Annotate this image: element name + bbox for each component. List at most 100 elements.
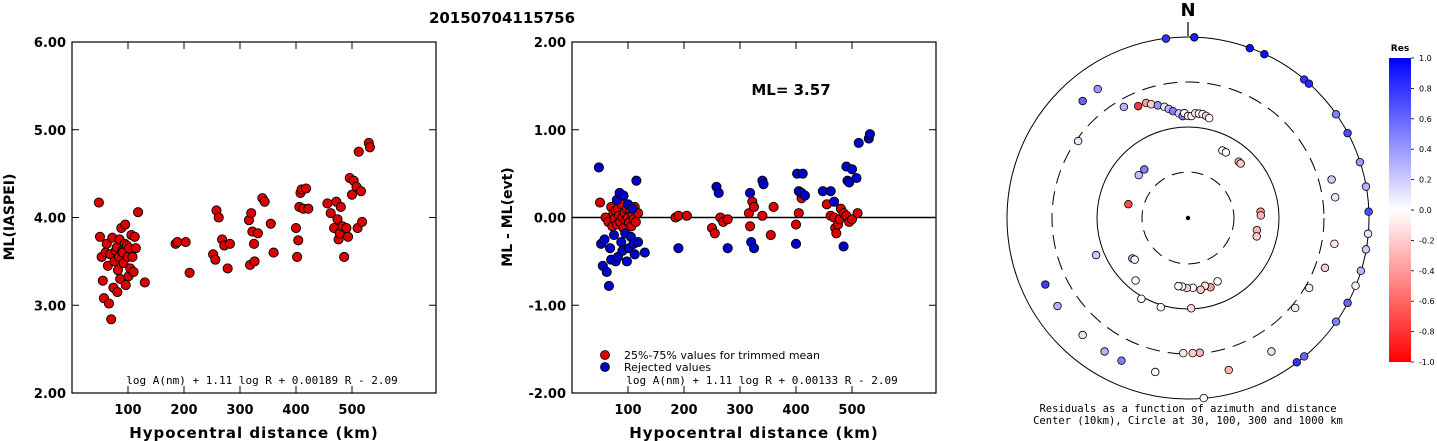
station-residual-point bbox=[1260, 50, 1269, 59]
station-residual-point bbox=[1091, 250, 1101, 260]
data-point bbox=[357, 216, 368, 227]
station-residual-point bbox=[1356, 266, 1366, 276]
data-point bbox=[748, 201, 760, 213]
station-residual-point bbox=[1245, 43, 1255, 53]
rejected-data-point bbox=[853, 137, 864, 148]
station-residual-point bbox=[1134, 170, 1143, 180]
rejected-data-point bbox=[608, 229, 620, 241]
rejected-data-point bbox=[629, 249, 640, 260]
rejected-data-point bbox=[603, 280, 615, 291]
data-point bbox=[293, 235, 304, 246]
rejected-data-point bbox=[829, 196, 840, 207]
station-residual-point bbox=[1363, 229, 1373, 238]
data-point bbox=[180, 237, 191, 248]
data-point bbox=[673, 210, 684, 221]
data-point bbox=[353, 146, 364, 157]
data-point bbox=[709, 228, 720, 239]
data-point bbox=[252, 228, 263, 239]
data-point bbox=[184, 267, 195, 278]
data-point bbox=[346, 189, 358, 200]
station-residual-point bbox=[1361, 245, 1371, 254]
station-residual-point bbox=[1130, 255, 1139, 264]
legend-label-accepted: 25%-75% values for trimmed mean bbox=[624, 349, 820, 362]
data-point bbox=[139, 277, 150, 288]
data-point bbox=[355, 186, 367, 197]
rejected-data-point bbox=[599, 234, 610, 245]
station-residual-point bbox=[1078, 96, 1087, 106]
station-residual-point bbox=[1119, 102, 1129, 112]
rejected-data-point bbox=[713, 187, 724, 198]
station-residual-point bbox=[1331, 193, 1340, 202]
station-residual-point bbox=[1190, 33, 1199, 42]
station-residual-point bbox=[1137, 294, 1146, 303]
station-residual-point bbox=[1134, 101, 1143, 111]
y-axis-label: ML(IASPEI) bbox=[2, 174, 18, 261]
station-residual-point bbox=[1117, 356, 1126, 365]
station-residual-point bbox=[1331, 317, 1341, 326]
station-residual-point bbox=[1304, 79, 1314, 88]
data-point bbox=[120, 280, 131, 291]
station-residual-point bbox=[1196, 285, 1205, 294]
data-point bbox=[325, 208, 336, 219]
station-residual-point bbox=[1327, 175, 1336, 184]
y-tick-label: 6.00 bbox=[34, 36, 66, 51]
center-dot bbox=[1185, 215, 1191, 221]
data-point bbox=[224, 238, 235, 249]
data-point bbox=[127, 251, 138, 263]
y-tick-label: -1.00 bbox=[529, 299, 566, 314]
formula: log A(nm) + 1.11 log R + 0.00189 R - 2.0… bbox=[126, 374, 398, 387]
data-point bbox=[101, 238, 112, 249]
figure-title: 20150704115756 bbox=[429, 9, 575, 27]
station-residual-point bbox=[1199, 393, 1208, 403]
data-point bbox=[757, 210, 768, 221]
data-point bbox=[93, 197, 104, 208]
rejected-data-point bbox=[722, 243, 733, 254]
y-tick-label: -2.00 bbox=[529, 387, 566, 402]
station-residual-point bbox=[1156, 303, 1165, 312]
rejected-data-point bbox=[748, 243, 760, 254]
x-tick-label: 200 bbox=[670, 403, 697, 418]
data-point bbox=[222, 263, 233, 274]
rejected-data-point bbox=[825, 186, 836, 197]
ml-annotation: ML= 3.57 bbox=[751, 81, 830, 99]
ring-300km bbox=[1051, 81, 1325, 355]
data-point bbox=[112, 287, 123, 298]
data-point bbox=[259, 196, 270, 207]
plot-frame bbox=[71, 41, 437, 394]
rejected-data-point bbox=[639, 247, 650, 258]
x-tick-label: 100 bbox=[114, 403, 141, 418]
station-residual-point bbox=[1320, 263, 1330, 273]
data-point bbox=[793, 208, 804, 219]
data-point bbox=[765, 229, 776, 241]
station-residual-point bbox=[1236, 159, 1245, 168]
data-point bbox=[133, 207, 144, 218]
y-tick-label: 2.00 bbox=[34, 387, 66, 402]
station-residual-point bbox=[1174, 281, 1183, 291]
data-point bbox=[846, 214, 858, 225]
station-residual-point bbox=[1161, 34, 1171, 43]
station-residual-point bbox=[1188, 348, 1197, 358]
data-point bbox=[172, 237, 183, 248]
colorbar-tick-label: -0.6 bbox=[1419, 297, 1435, 306]
data-point bbox=[210, 254, 221, 265]
ml-residual-panel: ML - ML(evt) Hypocentral distance (km) M… bbox=[500, 36, 937, 441]
rejected-data-point bbox=[745, 187, 756, 198]
station-residual-point bbox=[1151, 367, 1160, 377]
y-tick-label: 5.00 bbox=[34, 124, 66, 139]
rejected-data-point bbox=[844, 177, 855, 188]
station-residual-point bbox=[1041, 280, 1050, 289]
data-point bbox=[128, 266, 139, 277]
rejected-data-point bbox=[799, 190, 811, 201]
data-point bbox=[246, 208, 257, 219]
rejected-data-point bbox=[616, 237, 627, 248]
data-point bbox=[335, 201, 346, 213]
rejected-data-point bbox=[633, 237, 644, 248]
station-residual-point bbox=[1205, 114, 1214, 123]
rejected-data-point bbox=[758, 179, 769, 190]
colorbar-tick-label: 0.6 bbox=[1419, 115, 1432, 124]
data-point bbox=[130, 243, 141, 254]
x-tick-label: 300 bbox=[726, 403, 753, 418]
residual-colorbar: Res 1.0 0.8 0.6 0.4 0.2 0.0 -0.2 -0.4 -0.6 -0.8 -1… bbox=[1389, 44, 1435, 367]
y-tick-label: 2.00 bbox=[534, 36, 566, 51]
data-point bbox=[339, 251, 350, 263]
